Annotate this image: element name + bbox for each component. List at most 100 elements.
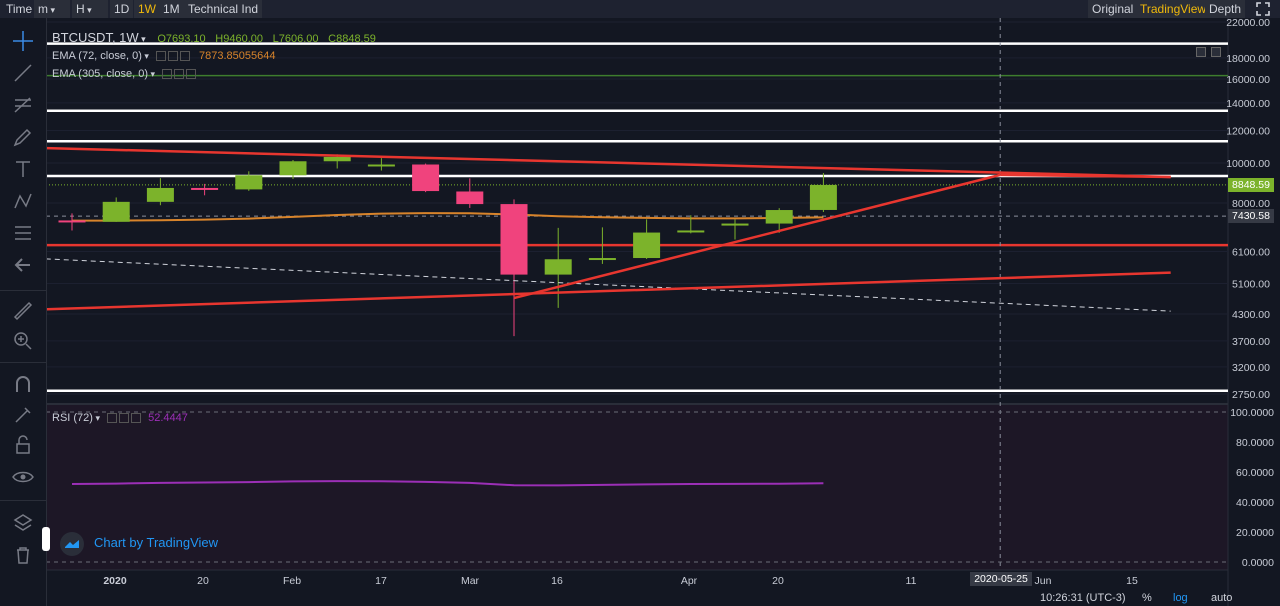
ema72-line (72, 212, 824, 222)
price-tick-label: 12000.00 (1226, 125, 1270, 137)
time-tick-label: 20 (197, 575, 209, 587)
price-tick-label: 3700.00 (1232, 336, 1270, 348)
time-tick-label: 17 (375, 575, 387, 587)
trend-line (513, 173, 1001, 300)
rsi-legend: RSI (72) 52.4447 (52, 412, 188, 424)
ohlc-open: O7693.10 (157, 33, 206, 45)
time-tick-label: 20 (772, 575, 784, 587)
brush-icon[interactable] (10, 124, 36, 150)
candle-up (544, 259, 572, 275)
watermark-text: Chart by TradingView (94, 535, 219, 550)
pane-close-icon[interactable] (1211, 46, 1222, 57)
candle-up (146, 187, 174, 202)
text-icon[interactable] (10, 156, 36, 182)
close-icon[interactable] (179, 51, 190, 62)
candle-down (58, 220, 86, 223)
candle-down (500, 204, 528, 275)
pane-maximize-icon[interactable] (1196, 46, 1206, 57)
candle-down (191, 187, 219, 190)
price-tick-label: 10000.00 (1226, 158, 1270, 170)
settings-icon[interactable] (155, 51, 166, 62)
candle-up (279, 161, 307, 176)
hide-icon[interactable] (167, 51, 178, 62)
last-price-label: 8848.59 (1228, 177, 1274, 192)
minutes-dropdown[interactable]: m (34, 0, 70, 18)
settings-icon[interactable] (107, 413, 118, 424)
time-tick-label: 2020 (103, 575, 127, 587)
candle-up (102, 201, 130, 222)
view-original-tab[interactable]: Original (1088, 0, 1138, 18)
fib-retracement-icon[interactable] (10, 92, 36, 118)
rsi-tick-label: 60.0000 (1236, 467, 1274, 479)
log-scale-toggle[interactable]: log (1173, 592, 1188, 604)
crosshair-price-label: 7430.58 (1228, 209, 1274, 224)
hide-icon[interactable] (174, 69, 185, 80)
time-label: Time (6, 2, 33, 16)
eye-icon[interactable] (10, 464, 36, 490)
trash-icon[interactable] (10, 542, 36, 568)
technical-indicators-button[interactable]: Technical Ind (184, 0, 263, 18)
hide-icon[interactable] (119, 413, 130, 424)
auto-scale-toggle[interactable]: auto (1211, 592, 1233, 604)
candle-up (765, 210, 793, 224)
symbol-menu-caret[interactable] (139, 30, 146, 45)
fullscreen-icon[interactable] (1252, 0, 1274, 18)
symbol-label: BTCUSDT, 1W (52, 30, 139, 45)
back-arrow-icon[interactable] (10, 252, 36, 278)
tradingview-logo-icon (60, 531, 84, 556)
sidebar-collapse-handle[interactable] (42, 527, 50, 551)
candle-up (809, 184, 837, 210)
ohlc-close: C8848.59 (328, 33, 376, 45)
time-tick-label: Jun (1035, 575, 1052, 587)
ruler-icon[interactable] (10, 298, 36, 324)
rsi-line (71, 480, 824, 487)
hours-dropdown[interactable]: H (72, 0, 108, 18)
drawing-toolbar (0, 18, 47, 606)
tradingview-watermark[interactable]: Chart by TradingView (60, 530, 218, 556)
ema305-legend: EMA (305, close, 0) (52, 68, 198, 80)
rsi-value: 52.4447 (148, 412, 188, 424)
candle-down (412, 164, 440, 192)
pane-controls (1196, 44, 1223, 58)
candle-up (323, 156, 351, 162)
dashed-trend-line (27, 257, 1171, 312)
time-tick-label: 16 (551, 575, 563, 587)
zoom-in-icon[interactable] (10, 328, 36, 354)
interval-1w-button[interactable]: 1W (134, 0, 160, 18)
rsi-tick-label: 40.0000 (1236, 497, 1274, 509)
candle-up (367, 164, 395, 167)
magnet-icon[interactable] (10, 372, 36, 398)
interval-1d-button[interactable]: 1D (110, 0, 134, 18)
rsi-tick-label: 100.0000 (1230, 407, 1274, 419)
candle-up (677, 230, 705, 233)
unlock-icon[interactable] (10, 432, 36, 458)
top-toolbar: Time m H 1D 1W 1M Technical Ind Original… (0, 0, 1280, 18)
settings-icon[interactable] (162, 69, 173, 80)
price-tick-label: 22000.00 (1226, 17, 1270, 29)
interval-1m-button[interactable]: 1M (159, 0, 184, 18)
lock-drawing-icon[interactable] (10, 402, 36, 428)
price-tick-label: 16000.00 (1226, 74, 1270, 86)
rsi-tick-label: 80.0000 (1236, 437, 1274, 449)
view-tradingview-tab[interactable]: TradingView (1136, 0, 1211, 18)
time-tick-label: 15 (1126, 575, 1138, 587)
layers-icon[interactable] (10, 510, 36, 536)
rsi-menu-caret[interactable] (93, 412, 100, 424)
pattern-icon[interactable] (10, 188, 36, 214)
ema305-menu-caret[interactable] (148, 68, 155, 80)
ema305-label: EMA (305, close, 0) (52, 68, 148, 80)
ema72-menu-caret[interactable] (142, 50, 149, 62)
price-tick-label: 8000.00 (1232, 198, 1270, 210)
close-icon[interactable] (131, 413, 142, 424)
percent-scale-toggle[interactable]: % (1142, 592, 1152, 604)
prediction-icon[interactable] (10, 220, 36, 246)
status-time: 10:26:31 (UTC-3) (1040, 592, 1126, 604)
crosshair-icon[interactable] (10, 28, 36, 54)
time-tick-label: Feb (283, 575, 301, 587)
view-depth-tab[interactable]: Depth (1205, 0, 1246, 18)
close-icon[interactable] (186, 69, 197, 80)
price-tick-label: 18000.00 (1226, 53, 1270, 65)
price-tick-label: 6100.00 (1232, 246, 1270, 258)
trend-line-icon[interactable] (10, 60, 36, 86)
